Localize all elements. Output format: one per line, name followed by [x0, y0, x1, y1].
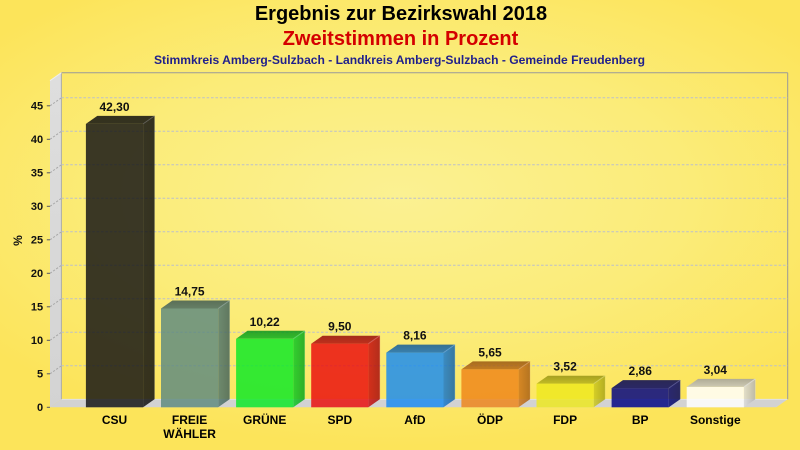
- svg-text:SPD: SPD: [327, 413, 352, 427]
- svg-text:3,52: 3,52: [553, 360, 577, 374]
- svg-text:30: 30: [31, 201, 43, 213]
- svg-text:%: %: [11, 235, 25, 246]
- svg-text:GRÜNE: GRÜNE: [243, 412, 286, 427]
- svg-text:Sonstige: Sonstige: [690, 413, 741, 427]
- svg-text:14,75: 14,75: [175, 285, 205, 299]
- svg-text:10: 10: [31, 335, 43, 347]
- svg-text:Ergebnis zur Bezirkswahl 2018: Ergebnis zur Bezirkswahl 2018: [255, 3, 547, 25]
- svg-text:CSU: CSU: [102, 413, 127, 427]
- svg-text:3,04: 3,04: [704, 363, 728, 377]
- svg-text:25: 25: [31, 235, 43, 247]
- svg-text:BP: BP: [632, 413, 649, 427]
- svg-text:20: 20: [31, 268, 43, 280]
- svg-text:AfD: AfD: [404, 413, 426, 427]
- svg-text:0: 0: [37, 402, 43, 414]
- svg-text:45: 45: [31, 101, 43, 113]
- svg-text:5: 5: [37, 369, 43, 381]
- svg-text:WÄHLER: WÄHLER: [163, 426, 216, 441]
- svg-text:FDP: FDP: [553, 413, 577, 427]
- svg-text:10,22: 10,22: [250, 315, 280, 329]
- svg-text:2,86: 2,86: [629, 364, 653, 378]
- svg-text:FREIE: FREIE: [172, 413, 207, 427]
- svg-text:5,65: 5,65: [478, 345, 502, 359]
- svg-text:ÖDP: ÖDP: [477, 412, 503, 427]
- svg-text:8,16: 8,16: [403, 329, 427, 343]
- svg-text:15: 15: [31, 302, 43, 314]
- svg-text:Zweitstimmen in Prozent: Zweitstimmen in Prozent: [283, 28, 519, 50]
- svg-text:35: 35: [31, 168, 43, 180]
- svg-text:9,50: 9,50: [328, 320, 352, 334]
- svg-text:40: 40: [31, 134, 43, 146]
- svg-text:Stimmkreis Amberg-Sulzbach - L: Stimmkreis Amberg-Sulzbach - Landkreis A…: [154, 53, 645, 67]
- svg-text:42,30: 42,30: [99, 100, 129, 114]
